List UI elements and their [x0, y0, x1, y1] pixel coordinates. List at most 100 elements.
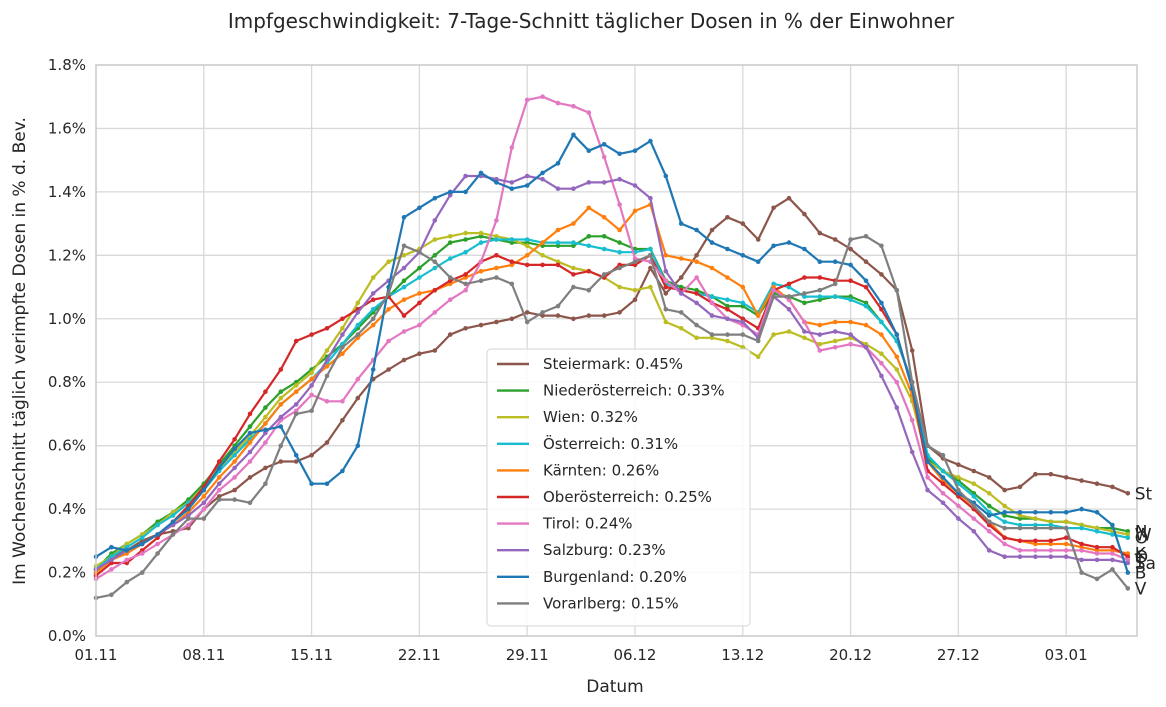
data-point	[571, 265, 576, 271]
data-point	[678, 275, 684, 280]
data-point	[555, 227, 561, 233]
series-line	[95, 232, 1129, 568]
data-point	[1017, 525, 1023, 531]
data-point	[1033, 471, 1038, 477]
data-point	[417, 300, 422, 306]
data-point	[601, 272, 607, 277]
data-point	[278, 389, 284, 395]
data-point	[601, 142, 607, 147]
data-point	[524, 237, 530, 242]
data-point	[1048, 471, 1054, 477]
data-point	[509, 316, 515, 322]
data-point	[1094, 576, 1100, 582]
data-point	[494, 180, 499, 185]
data-point	[186, 516, 191, 521]
data-point	[663, 173, 669, 179]
data-point	[771, 205, 776, 211]
data-point	[694, 253, 699, 258]
x-tick-label: 08.11	[182, 646, 225, 664]
data-point	[417, 275, 422, 280]
data-point	[139, 570, 145, 575]
data-point	[186, 522, 191, 528]
data-point	[263, 405, 268, 410]
data-point	[1125, 532, 1131, 537]
data-point	[863, 322, 869, 328]
data-point	[1002, 554, 1007, 559]
data-point	[278, 402, 284, 407]
data-point	[894, 379, 900, 385]
data-point	[509, 145, 515, 150]
data-point	[863, 259, 869, 265]
data-point	[1094, 551, 1100, 556]
data-point	[879, 300, 884, 306]
data-point	[863, 234, 869, 239]
data-point	[601, 180, 607, 185]
data-point	[494, 176, 499, 182]
data-point	[709, 313, 715, 318]
data-point	[139, 535, 145, 540]
data-point	[370, 316, 376, 322]
data-point	[386, 307, 391, 312]
data-point	[1079, 544, 1084, 550]
data-point	[170, 532, 176, 537]
data-point	[109, 567, 114, 572]
data-point	[1048, 554, 1054, 559]
data-point	[309, 376, 314, 382]
data-point	[879, 351, 884, 357]
data-point	[956, 475, 961, 480]
data-point	[571, 186, 576, 191]
data-point	[386, 338, 391, 344]
data-point	[832, 259, 838, 265]
data-point	[324, 364, 330, 369]
data-point	[170, 513, 176, 518]
data-point	[524, 243, 530, 249]
data-point	[709, 294, 715, 299]
data-point	[848, 246, 853, 252]
data-point	[1033, 554, 1038, 559]
data-point	[663, 307, 669, 312]
data-point	[740, 284, 746, 290]
legend-entry: Salzburg: 0.23%	[543, 541, 666, 559]
data-point	[417, 205, 422, 211]
y-tick-label: 1.8%	[48, 56, 86, 74]
data-point	[786, 195, 792, 201]
data-point	[263, 465, 268, 471]
series-layer	[93, 94, 1131, 601]
data-point	[1063, 541, 1069, 547]
data-point	[786, 329, 792, 334]
data-point	[1063, 475, 1069, 480]
data-point	[971, 468, 977, 474]
y-tick-label: 0.8%	[48, 373, 86, 391]
data-point	[894, 405, 900, 410]
data-point	[540, 310, 545, 315]
data-point	[340, 468, 345, 474]
data-point	[278, 424, 284, 429]
series-end-label: V	[1135, 579, 1147, 599]
data-point	[386, 291, 391, 296]
data-point	[1125, 570, 1131, 575]
data-point	[725, 246, 730, 252]
data-point	[463, 281, 468, 287]
data-point	[571, 132, 576, 138]
legend-entry: Steiermark: 0.45%	[543, 355, 683, 373]
data-point	[386, 367, 391, 372]
data-point	[278, 443, 284, 449]
data-point	[632, 256, 638, 261]
data-point	[617, 240, 622, 245]
data-point	[663, 268, 669, 274]
data-point	[309, 332, 314, 337]
data-point	[1017, 484, 1023, 490]
data-point	[540, 170, 545, 176]
x-tick-label: 15.11	[290, 646, 333, 664]
data-point	[694, 335, 699, 341]
data-point	[1002, 519, 1007, 525]
legend-entry: Burgenland: 0.20%	[543, 568, 687, 586]
data-point	[232, 452, 237, 458]
data-point	[1125, 554, 1131, 559]
data-point	[648, 284, 653, 290]
data-point	[586, 205, 592, 211]
data-point	[263, 481, 268, 487]
y-tick-label: 0.2%	[48, 564, 86, 582]
data-point	[586, 234, 592, 239]
